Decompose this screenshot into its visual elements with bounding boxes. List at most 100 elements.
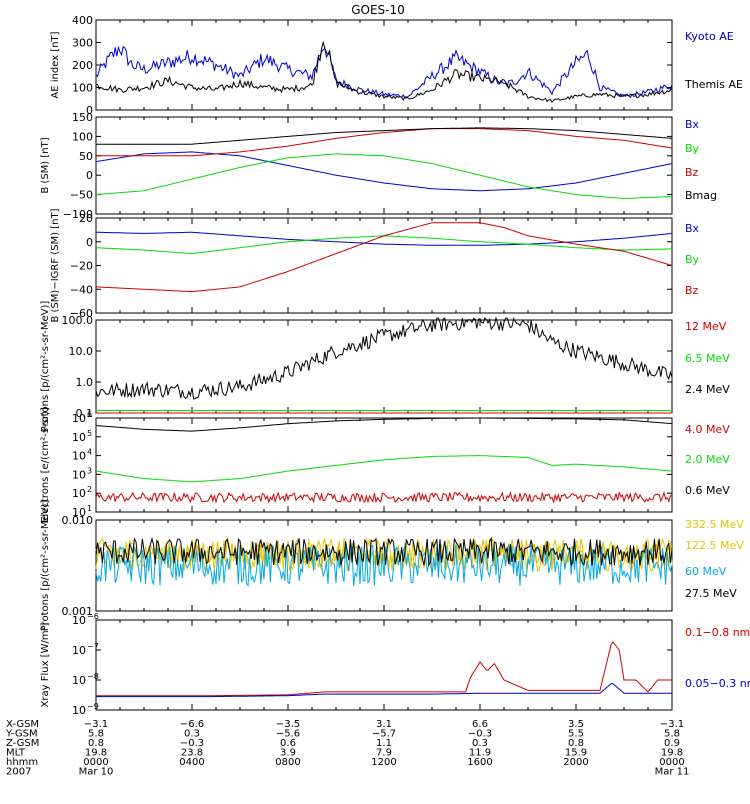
y-tick-exponent: 2 [87,485,92,494]
footer-cell: 19.8 [661,748,683,759]
y-tick-label: 0 [86,104,93,117]
legend-entry: Bz [685,284,699,297]
footer-cell: 1200 [371,757,396,768]
y-tick-exponent: −6 [87,612,99,621]
y-tick-label: −50 [70,189,93,202]
footer-cell: 5.5 [568,729,584,740]
series-line-1-1 [95,45,673,99]
y-tick-label: 10 [72,468,86,481]
footer-cell: 1.1 [376,738,392,749]
footer-cell: Mar 11 [655,767,690,778]
footer-cell: 0000 [83,757,108,768]
footer-cell: 5.8 [664,729,680,740]
footer-cell: 3.9 [280,748,296,759]
y-tick-label: 100 [72,82,93,95]
legend-entry: Bx [685,118,700,131]
y-axis-label: AE index [nT] [50,31,61,98]
footer-cell: −0.3 [468,729,492,740]
series-line-2-4 [96,127,673,145]
y-tick-label: 20 [79,212,93,225]
legend-entry: Bz [685,166,699,179]
y-tick-label: 10.0 [69,345,94,358]
y-tick-label: 10 [72,487,86,500]
y-tick-label: 0.001 [62,605,94,618]
y-tick-exponent: −7 [87,642,99,651]
y-tick-label: 200 [72,59,93,72]
legend-entry: 12 MeV [685,320,727,333]
y-axis-label: B (SM) [nT] [40,137,51,193]
y-tick-exponent: −9 [87,702,99,711]
footer-cell: 0.6 [280,738,296,749]
footer-row-label: 2007 [6,767,31,778]
plot-title: GOES-10 [351,3,405,17]
legend-entry: Kyoto AE [685,30,734,43]
y-tick-label: −40 [70,283,93,296]
legend-entry: Themis AE [684,78,743,91]
footer-cell: 0800 [275,757,300,768]
footer-cell: 6.6 [472,719,488,730]
y-tick-label: 400 [72,14,93,27]
legend-entry: 60 MeV [685,565,727,578]
legend-entry: 4.0 MeV [685,423,730,436]
footer-cell: −5.6 [276,729,300,740]
y-tick-label: 0.1 [76,407,94,420]
footer-cell: 3.1 [376,719,392,730]
y-tick-label: 10 [72,506,86,519]
series-line-7-1 [96,641,672,697]
y-tick-label: 10 [72,431,86,444]
footer-cell: 0400 [179,757,204,768]
legend-entry: 332.5 MeV [685,518,744,531]
legend-entry: 0.6 MeV [685,484,730,497]
y-axis-label: B (SM)−IGRF (SM) [nT] [50,208,61,322]
footer-row-label: X-GSM [6,719,39,730]
footer-cell: 7.9 [376,748,392,759]
footer-cell: 0.8 [88,738,104,749]
panel-4: 100.0 10.0 1.0 0.1 Protons [p/(cm²-s-sr-MeV)… [40,301,730,433]
legend-entry: 0.05−0.3 nm [685,677,750,690]
footer-cell: 0.8 [568,738,584,749]
ephemeris-table: X-GSM −3.1 −6.6 −3.5 3.1 6.6 3.5 −3.1Y-GSM 5.8 0.… [5,719,689,778]
series-line-6-4 [95,536,673,567]
legend-entry: By [685,142,700,155]
y-tick-exponent: 3 [87,466,92,475]
y-tick-label: 0 [86,169,93,182]
y-axis-label: Xray Flux [W/m²] [40,622,51,707]
series-line-3-1 [96,231,673,246]
y-tick-label: 0 [86,236,93,249]
footer-cell: 0.3 [472,738,488,749]
footer-cell: 5.8 [88,729,104,740]
y-tick-label: −100 [63,208,93,221]
footer-cell: 23.8 [181,748,203,759]
y-tick-exponent: 4 [87,448,92,457]
legend-entry: 6.5 MeV [685,352,730,365]
legend-entry: By [685,253,700,266]
series-line-6-1 [95,536,673,568]
footer-cell: 0000 [659,757,684,768]
legend-entry: 2.0 MeV [685,453,730,466]
panel-6: 0.010 0.001 Protons [p/(cm²-s-sr-MeV)] 332.… [40,500,744,632]
y-tick-label: 10 [72,614,86,627]
footer-cell: 0.9 [664,738,680,749]
footer-cell: 1600 [467,757,492,768]
footer-row-label: Y-GSM [5,729,38,740]
legend-entry: 2.4 MeV [685,383,730,396]
series-line-2-3 [96,128,673,157]
y-tick-label: 10 [72,704,86,717]
legend-entry: Bmag [685,189,717,202]
series-line-3-2 [95,235,672,255]
footer-cell: 3.5 [568,719,584,730]
y-tick-label: 10 [72,412,86,425]
footer-cell: −3.1 [84,719,108,730]
y-tick-label: 10 [72,450,86,463]
y-tick-label: 10 [72,674,86,687]
y-tick-label: 100.0 [62,314,94,327]
footer-row-label: MLT [6,748,26,759]
y-tick-exponent: −8 [87,672,99,681]
series-line-5-2 [95,455,673,483]
series-line-2-1 [95,151,673,192]
footer-row-label: hhmm [6,757,38,768]
series-line-6-3 [95,544,673,587]
series-line-5-3 [95,417,673,432]
